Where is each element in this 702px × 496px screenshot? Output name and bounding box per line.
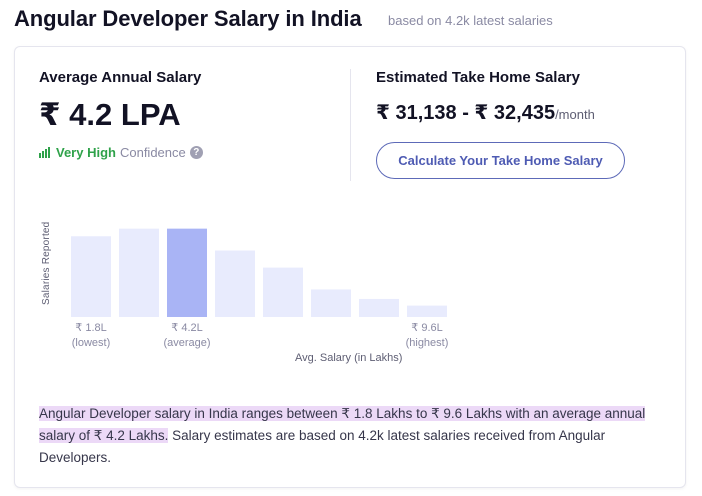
page-subtitle: based on 4.2k latest salaries [388, 13, 553, 28]
tick-lowest-value: ₹ 1.8L [75, 322, 107, 334]
take-home-value: ₹ 31,138 - ₹ 32,435/month [376, 100, 595, 125]
tick-average-note: (average) [163, 337, 211, 349]
take-home-label: Estimated Take Home Salary [376, 69, 580, 86]
tick-highest-note: (highest) [405, 337, 449, 349]
confidence-level: Very High [56, 145, 116, 160]
signal-bars-icon [39, 147, 51, 158]
chart-bar [215, 250, 255, 317]
tick-average-value: ₹ 4.2L [171, 322, 203, 334]
chart-bar [119, 228, 159, 317]
chart-bar [263, 267, 303, 317]
chart-bar [407, 305, 447, 317]
tick-average: ₹ 4.2L (average) [155, 321, 219, 351]
chart-bar [359, 298, 399, 317]
tick-highest-value: ₹ 9.6L [411, 322, 443, 334]
chart-bar [167, 228, 207, 317]
confidence-indicator: Very High Confidence ? [39, 145, 203, 160]
chart-bar [311, 289, 351, 317]
chart-bars [71, 228, 447, 317]
calculate-take-home-button[interactable]: Calculate Your Take Home Salary [376, 142, 625, 179]
chart-x-axis-label: Avg. Salary (in Lakhs) [295, 352, 403, 364]
confidence-label: Confidence [119, 145, 186, 160]
salary-summary: Angular Developer salary in India ranges… [39, 403, 659, 469]
take-home-unit: /month [555, 107, 595, 122]
tick-lowest-note: (lowest) [71, 337, 111, 349]
salary-distribution-chart: Salaries Reported ₹ 1.8L (lowest) ₹ 4.2L… [35, 207, 455, 367]
salary-card: Average Annual Salary ₹ 4.2 LPA Very Hig… [14, 46, 686, 488]
question-icon[interactable]: ? [189, 146, 203, 159]
average-salary-label: Average Annual Salary [39, 69, 202, 86]
page-title: Angular Developer Salary in India [14, 6, 362, 31]
tick-highest: ₹ 9.6L (highest) [397, 321, 457, 351]
chart-bar [71, 236, 111, 317]
summary-rest: Salary estimates are based on 4.2k lates… [39, 428, 606, 465]
tick-lowest: ₹ 1.8L (lowest) [67, 321, 115, 351]
take-home-amount: ₹ 31,138 - ₹ 32,435 [376, 102, 556, 124]
divider [350, 69, 351, 181]
average-salary-value: ₹ 4.2 LPA [39, 97, 181, 132]
